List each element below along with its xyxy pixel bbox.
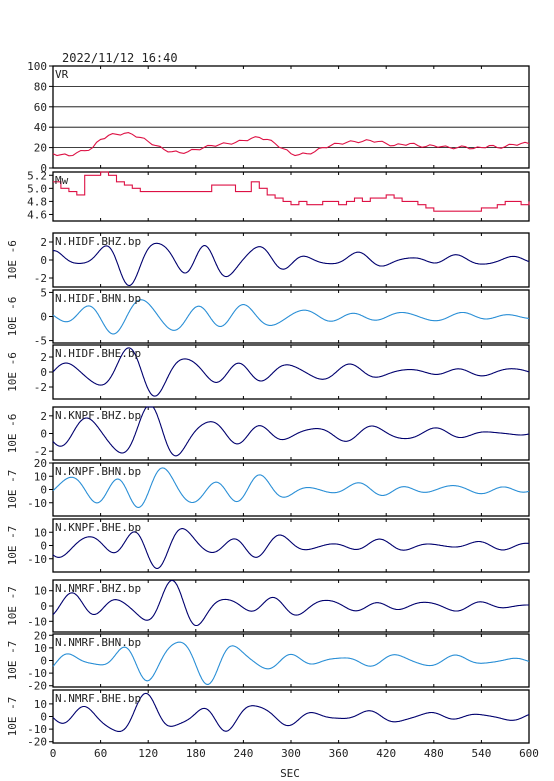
waveform-line xyxy=(52,299,529,335)
x-tick-label: 60 xyxy=(94,747,107,760)
x-tick-label: 420 xyxy=(376,747,396,760)
panel-frame xyxy=(52,65,530,169)
y-tick-label: 20 xyxy=(34,629,47,642)
waveform-line xyxy=(52,579,529,627)
waveform-line xyxy=(52,528,529,569)
y-tick-label: 4.8 xyxy=(27,195,47,208)
y-tick-label: 0 xyxy=(40,600,47,613)
y-tick-label: -20 xyxy=(27,680,47,693)
y-tick-label: 0 xyxy=(40,311,47,324)
waveform-line xyxy=(52,406,530,457)
y-tick-label: 5.2 xyxy=(27,169,47,182)
x-axis-label: SEC xyxy=(280,767,300,780)
panel-label: N.NMRF.BHN.bp xyxy=(55,636,141,649)
chart-title: 2022/11/12 16:40 xyxy=(62,51,178,65)
y-axis-label: 10E -7 xyxy=(6,526,19,566)
y-tick-label: 5.0 xyxy=(27,182,47,195)
panel-label: N.HIDF.BHN.bp xyxy=(55,292,141,305)
y-tick-label: 80 xyxy=(34,80,47,93)
y-tick-label: -20 xyxy=(27,736,47,749)
y-tick-label: 10 xyxy=(34,642,47,655)
y-tick-label: -10 xyxy=(27,667,47,680)
x-tick-label: 180 xyxy=(186,747,206,760)
x-tick-label: 120 xyxy=(138,747,158,760)
y-tick-label: 0 xyxy=(40,428,47,441)
y-tick-label: 100 xyxy=(27,60,47,73)
x-tick-label: 0 xyxy=(50,747,57,760)
waveform-line xyxy=(52,467,530,508)
waveform-line xyxy=(52,641,530,685)
y-tick-label: 40 xyxy=(34,121,47,134)
y-tick-label: -5 xyxy=(34,335,47,348)
y-tick-label: 5 xyxy=(40,286,47,299)
x-tick-label: 480 xyxy=(424,747,444,760)
y-tick-label: 0 xyxy=(40,366,47,379)
y-tick-label: -10 xyxy=(27,497,47,510)
y-tick-label: -2 xyxy=(34,381,47,394)
y-tick-label: 10 xyxy=(34,526,47,539)
panel-label: N.HIDF.BHZ.bp xyxy=(55,235,141,248)
y-tick-label: 20 xyxy=(34,142,47,155)
y-tick-label: 0 xyxy=(40,711,47,724)
y-tick-label: 4.6 xyxy=(27,208,47,221)
y-axis-label: 10E -7 xyxy=(6,470,19,510)
y-tick-label: 20 xyxy=(34,457,47,470)
waveform-line xyxy=(53,242,530,287)
panel-label: N.NMRF.BHZ.bp xyxy=(55,582,141,595)
panel-label: N.KNPF.BHZ.bp xyxy=(55,409,141,422)
y-tick-label: 0 xyxy=(40,162,47,175)
y-tick-label: -10 xyxy=(27,723,47,736)
y-axis-label: 10E -6 xyxy=(6,414,19,454)
y-tick-label: -10 xyxy=(27,553,47,566)
panel-label: N.KNPF.BHN.bp xyxy=(55,465,141,478)
vr-line xyxy=(52,132,530,157)
x-tick-label: 540 xyxy=(471,747,491,760)
x-tick-label: 240 xyxy=(233,747,253,760)
panel-label: N.NMRF.BHE.bp xyxy=(55,692,141,705)
y-axis-label: 10E -7 xyxy=(6,697,19,737)
y-axis-label: 10E -6 xyxy=(6,240,19,280)
y-tick-label: 10 xyxy=(34,585,47,598)
y-tick-label: 2 xyxy=(40,410,47,423)
y-tick-label: 10 xyxy=(34,470,47,483)
waveform-line xyxy=(52,347,530,397)
x-tick-label: 300 xyxy=(281,747,301,760)
x-tick-label: 600 xyxy=(519,747,539,760)
y-tick-label: 60 xyxy=(34,101,47,114)
y-tick-label: -2 xyxy=(34,272,47,285)
y-axis-label: 10E -7 xyxy=(6,641,19,681)
panel-frame xyxy=(52,171,530,222)
panel-label: N.HIDF.BHE.bp xyxy=(55,347,141,360)
y-tick-label: 0 xyxy=(40,655,47,668)
y-tick-label: 0 xyxy=(40,254,47,267)
waveform-line xyxy=(52,692,530,732)
panel-label: N.KNPF.BHE.bp xyxy=(55,521,141,534)
y-tick-label: 2 xyxy=(40,236,47,249)
y-tick-label: 0 xyxy=(40,540,47,553)
panel-label: VR xyxy=(55,68,69,81)
panel-label: Mw xyxy=(55,174,69,187)
mw-line xyxy=(53,171,530,212)
y-tick-label: -2 xyxy=(34,445,47,458)
y-tick-label: 0 xyxy=(40,484,47,497)
y-axis-label: 10E -6 xyxy=(6,297,19,337)
x-tick-label: 360 xyxy=(329,747,349,760)
y-axis-label: 10E -7 xyxy=(6,586,19,626)
y-tick-label: 2 xyxy=(40,351,47,364)
y-tick-label: -10 xyxy=(27,615,47,628)
y-axis-label: 10E -6 xyxy=(6,352,19,392)
y-tick-label: 10 xyxy=(34,698,47,711)
